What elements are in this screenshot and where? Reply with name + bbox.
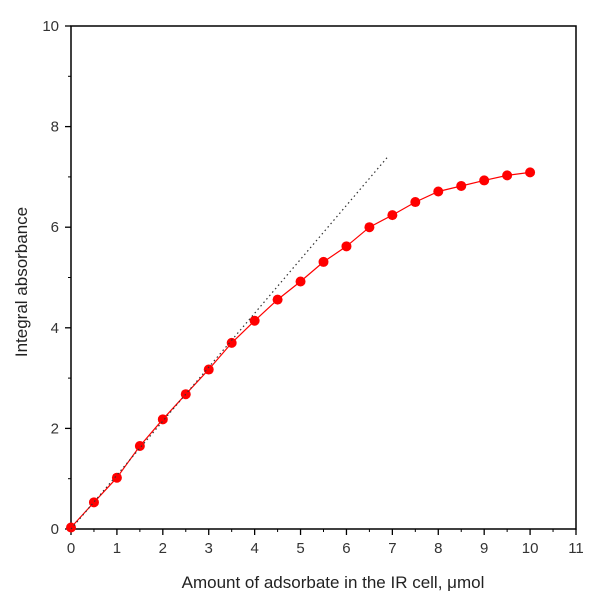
data-point	[479, 175, 490, 186]
x-tick-label: 1	[113, 540, 121, 557]
data-point	[272, 294, 283, 305]
y-axis-label: Integral absorbance	[12, 207, 31, 357]
x-tick-label: 7	[388, 540, 396, 557]
x-tick-label: 10	[522, 540, 539, 557]
data-point	[364, 222, 375, 233]
y-tick-label: 10	[42, 18, 59, 35]
data-point	[387, 210, 398, 221]
x-tick-label: 3	[205, 540, 213, 557]
data-point	[226, 337, 237, 348]
x-tick-label: 6	[342, 540, 350, 557]
axes: 0 1 2 3 4 5 6 7 8 9 10 11 0 2 4 6 8 10	[42, 18, 583, 557]
x-tick-label: 2	[159, 540, 167, 557]
data-point	[341, 241, 352, 252]
x-axis-label: Amount of adsorbate in the IR cell, μmol	[182, 573, 485, 592]
x-tick-label: 11	[568, 540, 584, 557]
data-point	[134, 441, 145, 452]
y-tick-label: 6	[51, 219, 59, 236]
y-tick-label: 0	[51, 521, 59, 538]
y-tick-label: 8	[51, 119, 59, 136]
plot-area	[66, 156, 536, 533]
fit-line-dotted	[70, 156, 389, 530]
series-line	[70, 171, 531, 528]
y-tick-label: 2	[51, 420, 59, 437]
data-point	[111, 472, 122, 483]
x-tick-label: 0	[67, 540, 75, 557]
data-point	[433, 186, 444, 197]
data-point	[456, 180, 467, 191]
data-point	[318, 256, 329, 267]
x-tick-label: 5	[296, 540, 304, 557]
data-point	[249, 315, 260, 326]
plot-frame	[70, 25, 577, 530]
data-point	[203, 364, 214, 375]
x-tick-label: 4	[250, 540, 258, 557]
data-point	[295, 276, 306, 287]
x-tick-label: 9	[480, 540, 488, 557]
data-point	[410, 197, 421, 208]
data-point	[88, 497, 99, 508]
data-point	[157, 414, 168, 425]
data-point	[66, 522, 76, 533]
data-point	[502, 170, 513, 181]
y-tick-label: 4	[51, 320, 59, 337]
x-tick-label: 8	[434, 540, 442, 557]
data-point	[525, 167, 536, 178]
